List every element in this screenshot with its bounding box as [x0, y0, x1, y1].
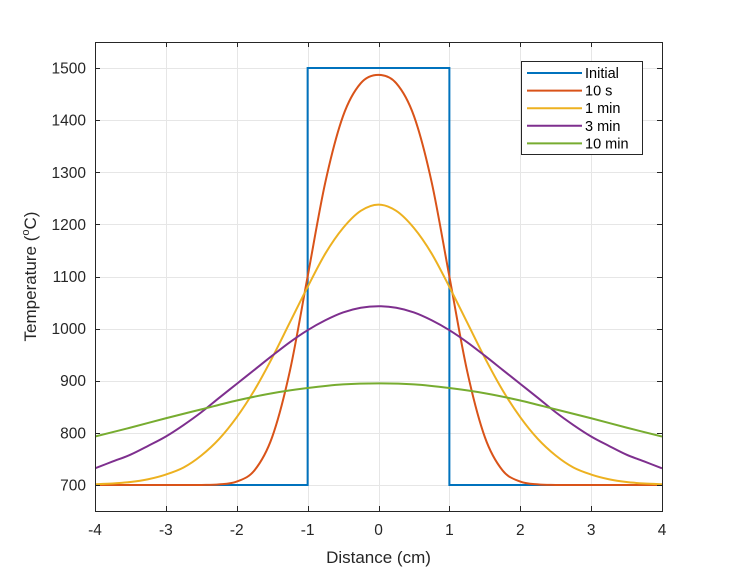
y-tick-label: 1400: [52, 113, 87, 130]
x-tick-label: 2: [516, 522, 525, 539]
y-tick-label: 900: [60, 373, 86, 390]
legend-label-1-min: 1 min: [585, 101, 620, 117]
x-tick-label: 0: [374, 522, 383, 539]
series-line-initial: [95, 67, 662, 486]
y-tick-label: 1200: [52, 217, 87, 234]
y-axis-label-superscript: o: [20, 230, 32, 236]
x-axis-label: Distance (cm): [326, 548, 431, 567]
series-line-10-min: [95, 382, 662, 438]
y-axis-label: Temperature (oC): [20, 212, 40, 342]
y-axis-label-unit: C): [21, 212, 40, 230]
legend-label-3-min: 3 min: [585, 119, 620, 135]
y-tick-label: 800: [60, 425, 86, 442]
ticks: [95, 42, 663, 511]
series-line-1-min: [95, 203, 662, 486]
x-tick-label: 3: [587, 522, 596, 539]
series-line-10-s: [95, 73, 662, 486]
y-tick-label: 1300: [52, 165, 87, 182]
y-tick-label: 1500: [52, 61, 87, 78]
x-tick-label: 4: [658, 522, 667, 539]
y-tick-labels: 700 800 900 1000 1100 1200 1300 1400 1500: [52, 61, 87, 495]
x-tick-label: -3: [159, 522, 173, 539]
legend-label-10-s: 10 s: [585, 84, 612, 100]
x-tick-label: 1: [445, 522, 454, 539]
legend-label-10-min: 10 min: [585, 136, 629, 152]
x-tick-label: -2: [230, 522, 244, 539]
series-layer: [95, 67, 662, 486]
y-axis-label-main: Temperature (: [21, 235, 40, 341]
y-tick-label: 700: [60, 477, 86, 494]
series-line-3-min: [95, 305, 662, 470]
x-tick-label: -1: [301, 522, 315, 539]
y-tick-label: 1000: [52, 321, 87, 338]
x-tick-label: -4: [88, 522, 102, 539]
x-tick-labels: -4 -3 -2 -1 0 1 2 3 4: [88, 522, 667, 539]
y-tick-label: 1100: [53, 269, 87, 286]
legend-label-initial: Initial: [585, 66, 619, 82]
